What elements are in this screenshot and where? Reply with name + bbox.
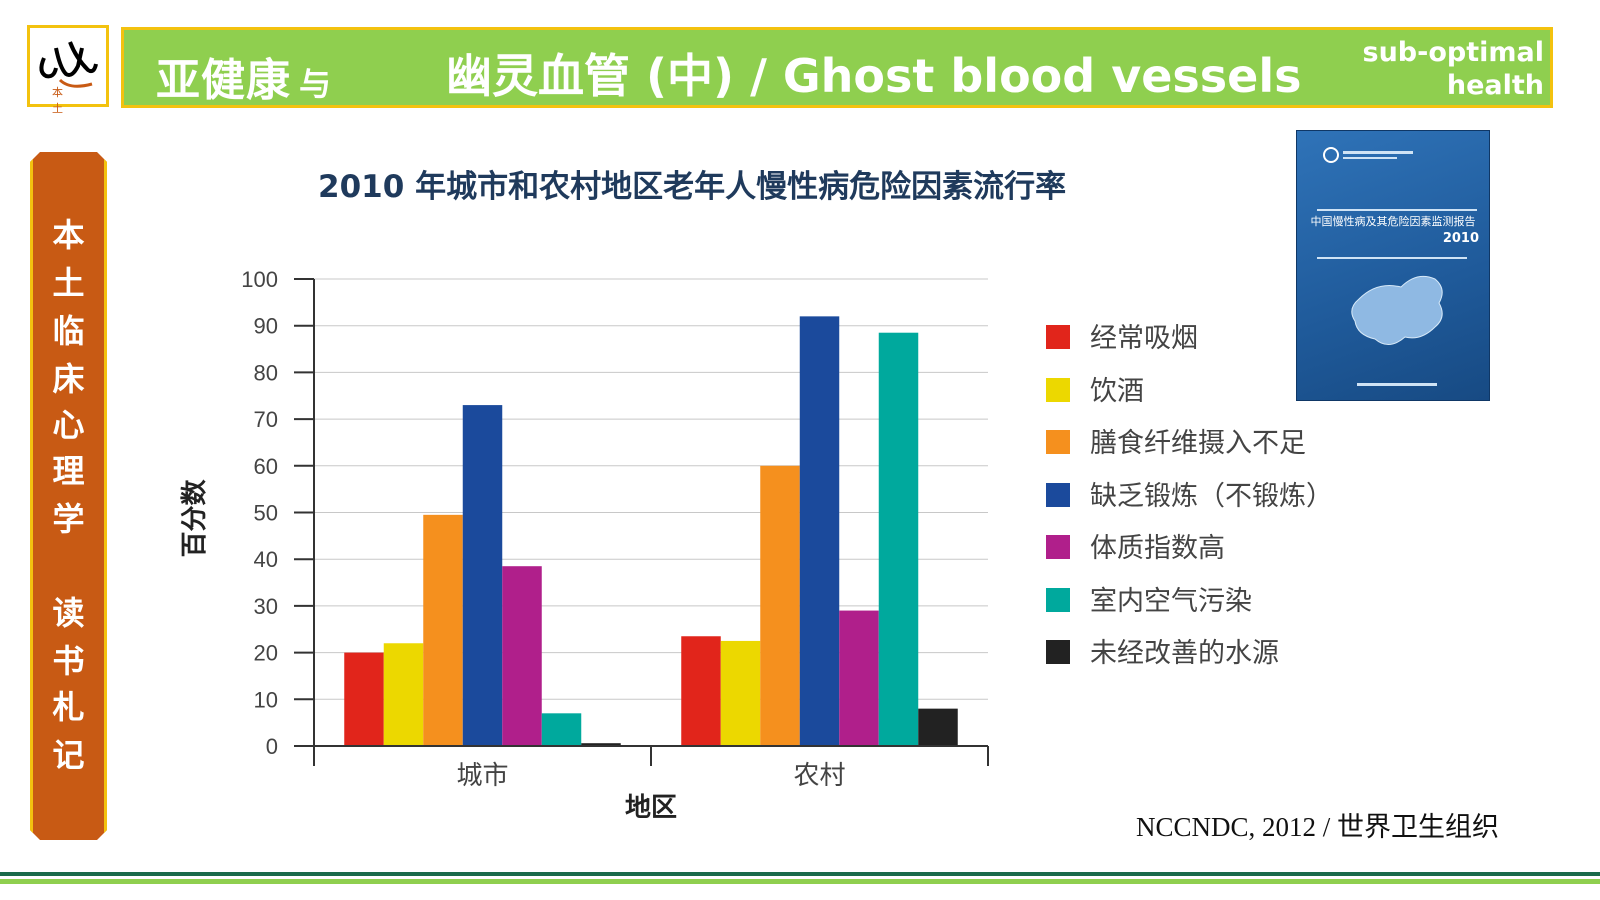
bar	[423, 514, 463, 746]
x-tick-label: 农村	[793, 761, 845, 791]
side-char: 床	[52, 360, 85, 398]
bottom-divider	[0, 872, 1600, 876]
right-title-line1: sub-optimal	[1362, 37, 1544, 68]
y-tick-label: 70	[254, 407, 278, 432]
y-tick-label: 60	[254, 454, 278, 479]
side-char: 土	[52, 264, 85, 302]
legend-swatch	[1046, 535, 1070, 559]
legend-label: 体质指数高	[1090, 533, 1225, 564]
book-year: 2010	[1442, 231, 1479, 246]
legend-label: 膳食纤维摄入不足	[1090, 428, 1306, 459]
side-char: 读	[52, 594, 85, 632]
bar	[383, 643, 424, 746]
title-banner: 亚健康与 幽灵血管 (中) / Ghost blood vessels sub-…	[121, 27, 1553, 108]
legend-swatch	[1046, 430, 1070, 454]
left-connector-text: 与	[299, 65, 333, 103]
logo-caption: 本 土	[52, 86, 77, 115]
bar	[760, 465, 800, 746]
banner-right-title: sub-optimal health	[1363, 36, 1544, 102]
legend-swatch	[1046, 640, 1070, 664]
y-tick-label: 0	[266, 734, 278, 759]
bar	[918, 708, 958, 746]
x-tick-label: 城市	[456, 761, 508, 791]
y-tick-label: 20	[254, 641, 278, 666]
bar	[839, 610, 879, 746]
y-tick-label: 10	[254, 687, 278, 712]
side-char: 心	[52, 406, 85, 444]
x-axis-label: 地区	[625, 793, 677, 823]
book-cover-art	[1317, 147, 1477, 386]
legend-swatch	[1046, 325, 1070, 349]
y-tick-label: 80	[254, 360, 278, 385]
bar	[878, 332, 919, 746]
side-char: 书	[52, 642, 85, 680]
y-axis-label: 百分数	[180, 479, 210, 558]
side-char: 理	[52, 452, 85, 490]
legend-swatch	[1046, 482, 1070, 507]
y-tick-label: 40	[254, 547, 278, 572]
bar	[502, 566, 542, 746]
legend-label: 饮酒	[1090, 375, 1144, 407]
bar-chart: 0 10 20 30 40 50 60 70 80 90 100 城市 农村地区 百分数	[180, 267, 989, 823]
legend-label: 未经改善的水源	[1090, 638, 1279, 669]
legend-label: 室内空气污染	[1090, 585, 1252, 617]
legend-swatch	[1046, 587, 1070, 612]
chart-title: 2010 年城市和农村地区老年人慢性病危险因素流行率	[318, 169, 1067, 205]
legend-label: 经常吸烟	[1090, 323, 1198, 354]
bar	[344, 652, 384, 746]
legend-swatch	[1046, 377, 1070, 402]
side-char: 本	[52, 216, 85, 254]
book-title: 中国慢性病及其危险因素监测报告	[1310, 215, 1476, 228]
bar	[541, 713, 582, 746]
side-char: 札	[52, 688, 85, 726]
bar	[462, 405, 503, 746]
banner-main-title: 幽灵血管 (中) / Ghost blood vessels	[446, 49, 1302, 103]
bottom-divider-accent	[0, 879, 1600, 884]
y-tick-label: 90	[254, 314, 278, 339]
side-tab: 本 土 临 床 心 理 学 读 书 札 记	[30, 152, 107, 840]
y-tick-label: 100	[241, 267, 278, 292]
logo-icon	[39, 41, 98, 88]
right-title-line2: health	[1446, 70, 1544, 101]
report-book-cover: 中国慢性病及其危险因素监测报告 2010	[1296, 130, 1490, 401]
side-char: 学	[52, 500, 85, 538]
banner-left-title: 亚健康与	[156, 44, 332, 108]
legend-label: 缺乏锻炼（不锻炼）	[1090, 480, 1333, 512]
y-tick-label: 30	[254, 594, 278, 619]
bar	[720, 640, 761, 746]
side-char: 临	[52, 312, 85, 350]
logo: 本 土	[27, 25, 109, 115]
bar	[681, 636, 721, 746]
y-tick-label: 50	[254, 501, 278, 526]
bar	[799, 316, 840, 746]
bar	[581, 743, 621, 746]
source-citation: NCCNDC, 2012 / 世界卫生组织	[1136, 812, 1500, 842]
left-title-text: 亚健康	[156, 55, 291, 106]
side-char: 记	[52, 736, 85, 774]
